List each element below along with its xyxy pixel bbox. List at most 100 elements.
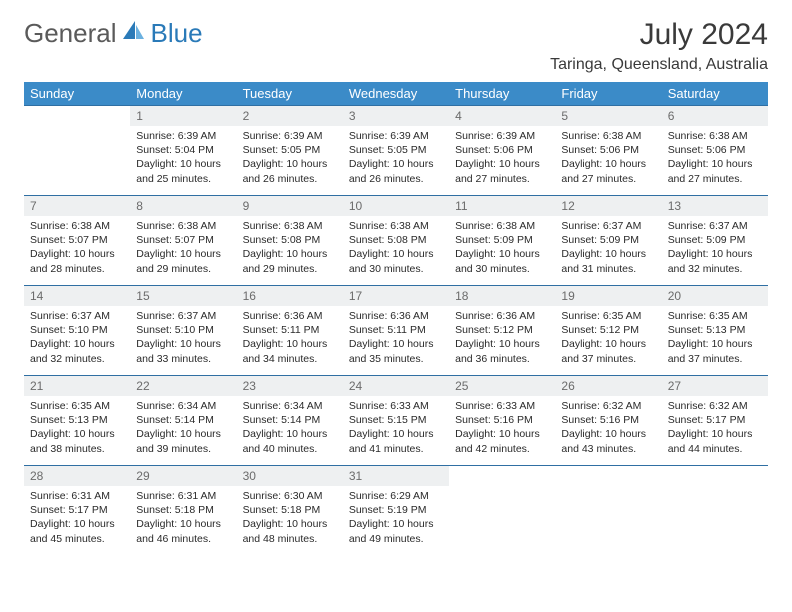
sunrise-text: Sunrise: 6:32 AM: [561, 399, 655, 413]
daylight-line1: Daylight: 10 hours: [668, 247, 762, 261]
daylight-line2: and 37 minutes.: [668, 352, 762, 366]
calendar-cell: 13Sunrise: 6:37 AMSunset: 5:09 PMDayligh…: [662, 196, 768, 286]
daylight-line2: and 44 minutes.: [668, 442, 762, 456]
col-friday: Friday: [555, 82, 661, 106]
sunset-text: Sunset: 5:08 PM: [243, 233, 337, 247]
calendar-cell: 14Sunrise: 6:37 AMSunset: 5:10 PMDayligh…: [24, 286, 130, 376]
sunset-text: Sunset: 5:11 PM: [243, 323, 337, 337]
sunrise-text: Sunrise: 6:35 AM: [30, 399, 124, 413]
col-monday: Monday: [130, 82, 236, 106]
sunset-text: Sunset: 5:15 PM: [349, 413, 443, 427]
daylight-line2: and 26 minutes.: [243, 172, 337, 186]
col-saturday: Saturday: [662, 82, 768, 106]
day-number: 8: [130, 196, 236, 216]
col-sunday: Sunday: [24, 82, 130, 106]
sunset-text: Sunset: 5:14 PM: [136, 413, 230, 427]
day-number: 1: [130, 106, 236, 126]
daylight-line1: Daylight: 10 hours: [668, 427, 762, 441]
daylight-line1: Daylight: 10 hours: [561, 427, 655, 441]
daylight-line1: Daylight: 10 hours: [243, 427, 337, 441]
sunrise-text: Sunrise: 6:38 AM: [243, 219, 337, 233]
day-number: 27: [662, 376, 768, 396]
day-content: Sunrise: 6:32 AMSunset: 5:17 PMDaylight:…: [662, 396, 768, 462]
daylight-line1: Daylight: 10 hours: [136, 517, 230, 531]
sunset-text: Sunset: 5:17 PM: [668, 413, 762, 427]
day-number: 2: [237, 106, 343, 126]
day-number: 15: [130, 286, 236, 306]
daylight-line2: and 48 minutes.: [243, 532, 337, 546]
daylight-line2: and 42 minutes.: [455, 442, 549, 456]
logo-sail-icon: [123, 21, 145, 46]
day-content: Sunrise: 6:37 AMSunset: 5:10 PMDaylight:…: [130, 306, 236, 372]
sunset-text: Sunset: 5:04 PM: [136, 143, 230, 157]
sunrise-text: Sunrise: 6:39 AM: [455, 129, 549, 143]
day-number: 4: [449, 106, 555, 126]
daylight-line1: Daylight: 10 hours: [349, 517, 443, 531]
calendar-cell: 31Sunrise: 6:29 AMSunset: 5:19 PMDayligh…: [343, 466, 449, 556]
sunset-text: Sunset: 5:19 PM: [349, 503, 443, 517]
day-content: Sunrise: 6:36 AMSunset: 5:11 PMDaylight:…: [237, 306, 343, 372]
daylight-line1: Daylight: 10 hours: [668, 157, 762, 171]
sunrise-text: Sunrise: 6:37 AM: [136, 309, 230, 323]
daylight-line1: Daylight: 10 hours: [243, 247, 337, 261]
header: General Blue July 2024 Taringa, Queensla…: [24, 18, 768, 74]
day-content: Sunrise: 6:37 AMSunset: 5:10 PMDaylight:…: [24, 306, 130, 372]
daylight-line1: Daylight: 10 hours: [561, 337, 655, 351]
calendar-week-row: 7Sunrise: 6:38 AMSunset: 5:07 PMDaylight…: [24, 196, 768, 286]
sunrise-text: Sunrise: 6:33 AM: [349, 399, 443, 413]
daylight-line1: Daylight: 10 hours: [349, 427, 443, 441]
sunrise-text: Sunrise: 6:36 AM: [243, 309, 337, 323]
daylight-line1: Daylight: 10 hours: [243, 517, 337, 531]
day-number: 18: [449, 286, 555, 306]
daylight-line2: and 34 minutes.: [243, 352, 337, 366]
sunrise-text: Sunrise: 6:31 AM: [136, 489, 230, 503]
daylight-line2: and 32 minutes.: [30, 352, 124, 366]
day-content: Sunrise: 6:38 AMSunset: 5:08 PMDaylight:…: [237, 216, 343, 282]
day-content: Sunrise: 6:38 AMSunset: 5:06 PMDaylight:…: [662, 126, 768, 192]
calendar-cell: 21Sunrise: 6:35 AMSunset: 5:13 PMDayligh…: [24, 376, 130, 466]
calendar-table: Sunday Monday Tuesday Wednesday Thursday…: [24, 82, 768, 556]
day-content: Sunrise: 6:35 AMSunset: 5:13 PMDaylight:…: [662, 306, 768, 372]
daylight-line2: and 46 minutes.: [136, 532, 230, 546]
sunrise-text: Sunrise: 6:38 AM: [349, 219, 443, 233]
day-number: 16: [237, 286, 343, 306]
day-content: Sunrise: 6:38 AMSunset: 5:06 PMDaylight:…: [555, 126, 661, 192]
sunset-text: Sunset: 5:17 PM: [30, 503, 124, 517]
daylight-line1: Daylight: 10 hours: [455, 337, 549, 351]
col-thursday: Thursday: [449, 82, 555, 106]
sunset-text: Sunset: 5:14 PM: [243, 413, 337, 427]
sunset-text: Sunset: 5:16 PM: [561, 413, 655, 427]
sunrise-text: Sunrise: 6:35 AM: [668, 309, 762, 323]
day-content: Sunrise: 6:33 AMSunset: 5:15 PMDaylight:…: [343, 396, 449, 462]
daylight-line2: and 27 minutes.: [668, 172, 762, 186]
calendar-cell: 27Sunrise: 6:32 AMSunset: 5:17 PMDayligh…: [662, 376, 768, 466]
daylight-line2: and 26 minutes.: [349, 172, 443, 186]
sunset-text: Sunset: 5:07 PM: [30, 233, 124, 247]
month-title: July 2024: [550, 18, 768, 52]
daylight-line2: and 28 minutes.: [30, 262, 124, 276]
daylight-line2: and 29 minutes.: [136, 262, 230, 276]
daylight-line2: and 39 minutes.: [136, 442, 230, 456]
sunrise-text: Sunrise: 6:37 AM: [30, 309, 124, 323]
calendar-cell: 23Sunrise: 6:34 AMSunset: 5:14 PMDayligh…: [237, 376, 343, 466]
day-number: 10: [343, 196, 449, 216]
day-content: Sunrise: 6:34 AMSunset: 5:14 PMDaylight:…: [237, 396, 343, 462]
calendar-cell: [24, 106, 130, 196]
day-content: Sunrise: 6:36 AMSunset: 5:12 PMDaylight:…: [449, 306, 555, 372]
daylight-line1: Daylight: 10 hours: [243, 157, 337, 171]
calendar-cell: [555, 466, 661, 556]
sunrise-text: Sunrise: 6:37 AM: [561, 219, 655, 233]
sunrise-text: Sunrise: 6:29 AM: [349, 489, 443, 503]
sunrise-text: Sunrise: 6:30 AM: [243, 489, 337, 503]
sunset-text: Sunset: 5:18 PM: [136, 503, 230, 517]
day-content: Sunrise: 6:38 AMSunset: 5:07 PMDaylight:…: [24, 216, 130, 282]
calendar-week-row: 1 Sunrise: 6:39 AM Sunset: 5:04 PM Daylight…: [24, 106, 768, 196]
sunset-text: Sunset: 5:09 PM: [561, 233, 655, 247]
daylight-line1: Daylight: 10 hours: [136, 427, 230, 441]
calendar-cell: 15Sunrise: 6:37 AMSunset: 5:10 PMDayligh…: [130, 286, 236, 376]
daylight-line1: Daylight: 10 hours: [561, 247, 655, 261]
daylight-line2: and 37 minutes.: [561, 352, 655, 366]
day-number: 5: [555, 106, 661, 126]
sunset-text: Sunset: 5:06 PM: [668, 143, 762, 157]
daylight-line2: and 43 minutes.: [561, 442, 655, 456]
